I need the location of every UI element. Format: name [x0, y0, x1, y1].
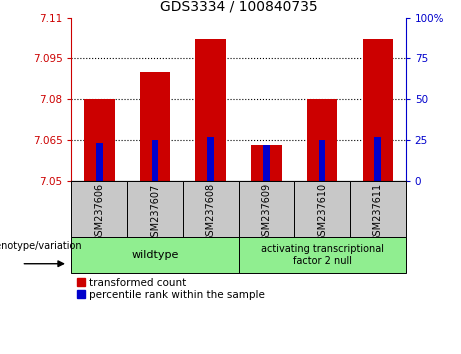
Bar — [127, 181, 183, 237]
Text: GSM237607: GSM237607 — [150, 183, 160, 242]
Bar — [195, 39, 226, 181]
Legend: transformed count, percentile rank within the sample: transformed count, percentile rank withi… — [77, 278, 265, 300]
Bar — [96, 143, 103, 181]
Text: GSM237606: GSM237606 — [95, 183, 104, 242]
Bar — [350, 181, 406, 237]
Bar — [294, 181, 350, 237]
Text: genotype/variation: genotype/variation — [0, 241, 82, 251]
Title: GDS3334 / 100840735: GDS3334 / 100840735 — [160, 0, 317, 14]
Bar — [238, 237, 406, 273]
Bar — [251, 145, 282, 181]
Bar — [307, 99, 337, 181]
Bar — [71, 181, 127, 237]
Bar — [263, 145, 270, 181]
Bar — [71, 237, 239, 273]
Bar — [362, 39, 393, 181]
Text: GSM237610: GSM237610 — [317, 183, 327, 242]
Bar — [207, 137, 214, 181]
Text: GSM237609: GSM237609 — [261, 183, 272, 242]
Bar — [183, 181, 238, 237]
Text: activating transcriptional
factor 2 null: activating transcriptional factor 2 null — [260, 244, 384, 266]
Bar — [319, 140, 325, 181]
Bar — [374, 137, 381, 181]
Bar — [152, 140, 159, 181]
Text: GSM237611: GSM237611 — [373, 183, 383, 242]
Bar — [140, 72, 170, 181]
Text: wildtype: wildtype — [131, 250, 179, 260]
Bar — [238, 181, 294, 237]
Bar — [84, 99, 115, 181]
Text: GSM237608: GSM237608 — [206, 183, 216, 242]
